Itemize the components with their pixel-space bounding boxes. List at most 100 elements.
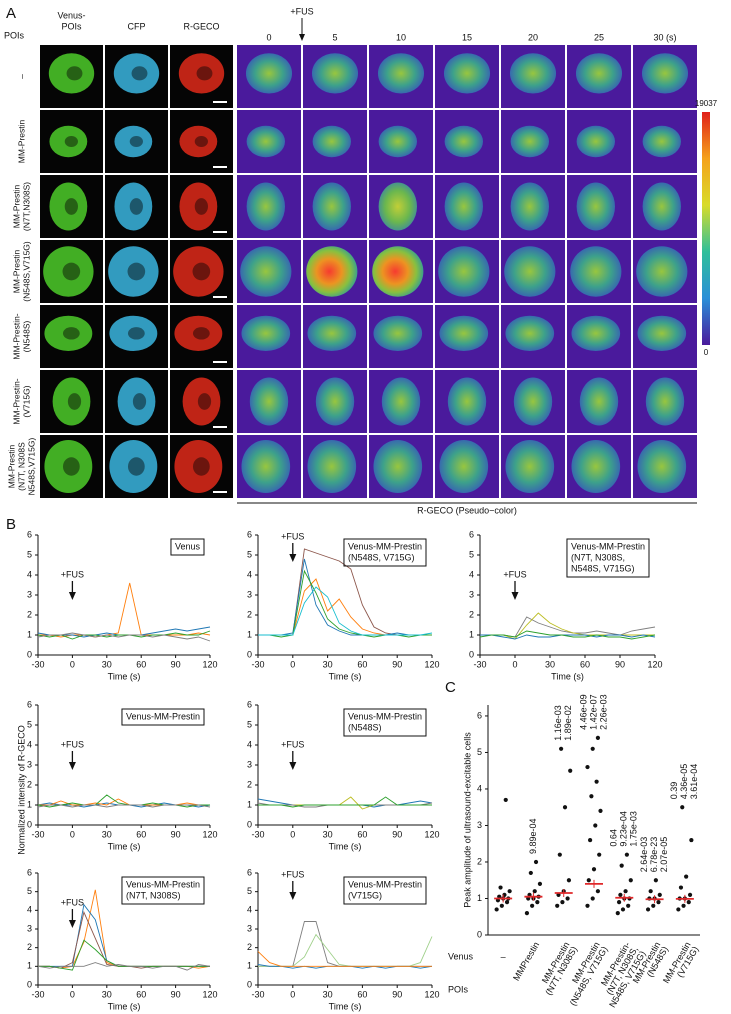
cell-nucleus: [127, 457, 145, 476]
y-tick-label: 0: [27, 649, 32, 659]
p-value: 1.75e-03: [629, 811, 639, 847]
cell-image: [114, 125, 153, 158]
p-value: 1.89e-02: [563, 705, 573, 741]
x-tick-label: 120: [647, 659, 662, 669]
row-label: (N548S): [21, 321, 31, 353]
p-value: 2.64e-03: [639, 837, 649, 873]
fus-label: +FUS: [281, 869, 304, 879]
x-tick-label: 120: [424, 659, 439, 669]
title-frame: [343, 708, 427, 737]
data-point: [681, 903, 686, 908]
data-point: [628, 878, 633, 883]
data-point: [594, 779, 599, 784]
cell-image: [312, 125, 351, 158]
y-tick-label: 5: [247, 886, 252, 896]
data-point: [657, 892, 662, 897]
column-header: POIs: [61, 21, 82, 31]
p-value: 6.78e-23: [649, 837, 659, 873]
cell-image: [576, 125, 615, 158]
x-tick-label: 60: [136, 989, 146, 999]
row-label-group: MM-Prestin (N7T, N308S N548S,V715G): [6, 438, 36, 496]
cell-nucleus: [129, 198, 143, 215]
trace: [37, 794, 210, 808]
x-tick-label: 90: [171, 989, 181, 999]
cell-image: [505, 315, 555, 351]
y-tick-label: 6: [27, 529, 32, 539]
fus-label: +FUS: [281, 531, 304, 541]
column-header: 15: [462, 32, 472, 42]
title-box: Venus-MM-Prestin(N548S, V715G): [343, 538, 427, 567]
category-label-group: MM-Prestin(V715G): [661, 940, 700, 985]
cell-image: [109, 440, 158, 493]
cell-image: [52, 377, 91, 426]
cell-image: [246, 125, 285, 158]
row-label: (N548S,V715G): [21, 241, 31, 302]
chart-title: (N7T, N308S,: [571, 552, 625, 562]
cell-image: [571, 440, 621, 493]
cell-image: [641, 53, 689, 94]
y-tick-label: 3: [27, 923, 32, 933]
cell-image: [645, 377, 685, 426]
x-tick-label: 30: [545, 659, 555, 669]
cell-nucleus: [62, 262, 81, 281]
trace: [480, 634, 656, 640]
data-point: [566, 878, 572, 883]
x-tick-label: 0: [290, 659, 295, 669]
y-tick-label: 6: [27, 867, 32, 877]
cell-image: [571, 315, 621, 351]
y-tick-label: 0: [469, 649, 474, 659]
x-axis-label: Time (s): [108, 671, 141, 681]
row-label: MM-Prestin: [16, 120, 26, 164]
cell-nucleus: [194, 198, 208, 215]
cell-image: [637, 315, 687, 351]
y-tick-label: 2: [27, 779, 32, 789]
cell-image: [510, 125, 549, 158]
data-point: [593, 823, 598, 828]
data-point: [533, 859, 539, 865]
fus-arrowhead: [289, 762, 297, 770]
title-box: Venus-MM-Prestin(N548S): [343, 708, 427, 737]
data-point: [565, 896, 570, 901]
data-point: [568, 768, 573, 773]
x-tick-label: 30: [323, 989, 333, 999]
p-value: 4.46e-09: [578, 694, 588, 730]
p-value: 3.61e-04: [689, 764, 699, 800]
data-point: [524, 910, 530, 916]
x-tick-label: 120: [424, 989, 439, 999]
row-label: Venus: [448, 951, 474, 961]
fus-arrowhead: [68, 920, 76, 928]
row-label: –: [16, 74, 26, 79]
x-axis-label: Time (s): [551, 671, 584, 681]
cell-nucleus: [62, 327, 80, 340]
y-tick-label: 4: [247, 739, 252, 749]
cell-image: [372, 246, 424, 297]
column-header: 30 (s): [653, 32, 676, 42]
chart-title: Venus-MM-Prestin: [126, 879, 200, 889]
x-tick-label: 30: [102, 989, 112, 999]
data-point: [624, 852, 629, 857]
cell-image: [447, 377, 487, 426]
row-label: MM-Prestin-: [11, 378, 21, 424]
x-axis-label: Time (s): [329, 841, 362, 851]
row-label: MM-Prestin-: [11, 313, 21, 359]
chart-title: Venus: [175, 541, 201, 551]
trace: [38, 582, 211, 638]
data-point: [555, 903, 560, 908]
x-tick-label: 120: [202, 829, 217, 839]
trace: [258, 558, 432, 636]
x-tick-label: -30: [473, 659, 486, 669]
trace: [38, 910, 210, 969]
data-point: [585, 764, 590, 770]
colorbar: [702, 112, 710, 345]
data-point: [589, 794, 594, 799]
cell-nucleus: [66, 66, 83, 81]
x-tick-label: 60: [357, 829, 367, 839]
x-tick-label: 30: [323, 659, 333, 669]
fus-label: +FUS: [61, 569, 84, 579]
cell-image: [109, 315, 158, 351]
x-tick-label: -30: [31, 659, 44, 669]
data-point: [595, 735, 601, 740]
data-point: [588, 837, 593, 843]
p-value: 0.39: [669, 782, 679, 800]
